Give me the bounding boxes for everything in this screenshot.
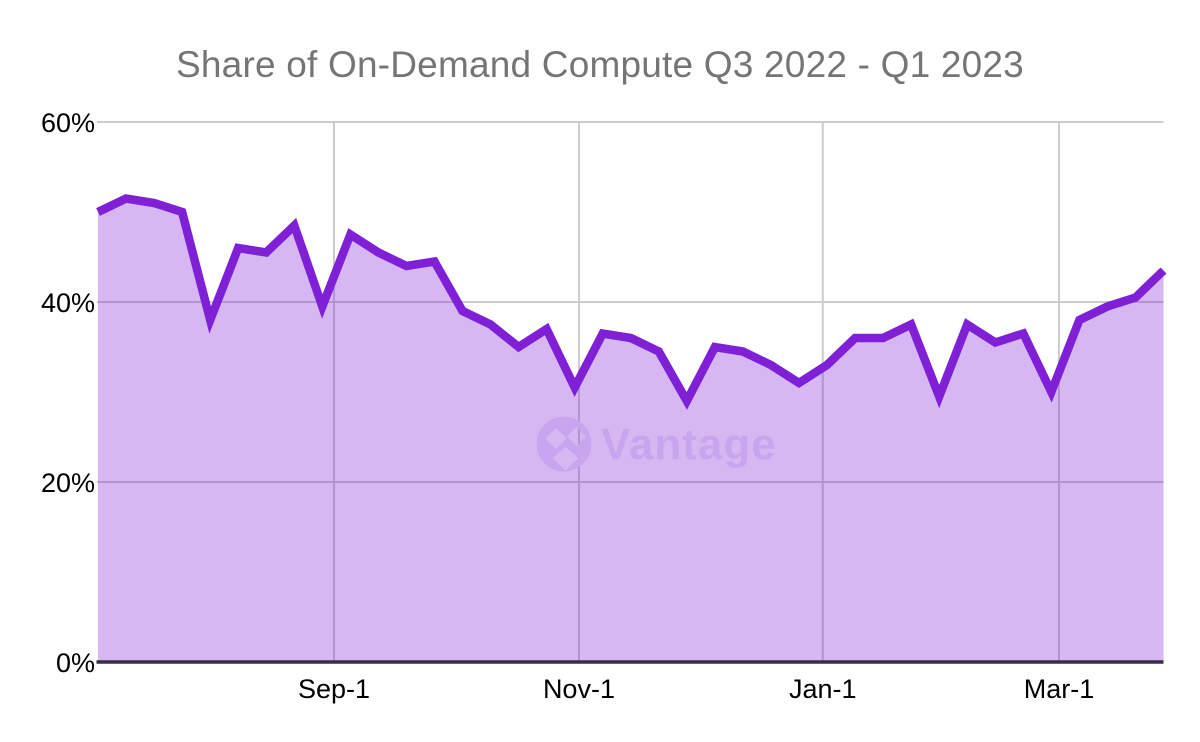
x-axis-labels: Sep-1 Nov-1 Jan-1 Mar-1 xyxy=(298,674,1094,704)
y-axis-labels: 0% 20% 40% 60% xyxy=(41,108,95,678)
y-tick-label: 0% xyxy=(56,648,95,678)
vantage-watermark: Vantage xyxy=(536,416,777,472)
gridlines xyxy=(97,121,1164,662)
y-tick-label: 20% xyxy=(41,468,95,498)
vantage-logo-icon xyxy=(536,416,592,472)
y-tick-label: 40% xyxy=(41,288,95,318)
series-line xyxy=(96,194,1167,410)
x-tick-label: Sep-1 xyxy=(298,674,370,704)
y-tick-label: 60% xyxy=(41,108,95,138)
x-tick-label: Mar-1 xyxy=(1024,674,1095,704)
area-fill xyxy=(98,198,1164,662)
chart-title: Share of On-Demand Compute Q3 2022 - Q1 … xyxy=(176,44,1024,85)
x-tick-label: Nov-1 xyxy=(543,674,615,704)
watermark-text: Vantage xyxy=(601,420,777,469)
x-tick-label: Jan-1 xyxy=(789,674,857,704)
